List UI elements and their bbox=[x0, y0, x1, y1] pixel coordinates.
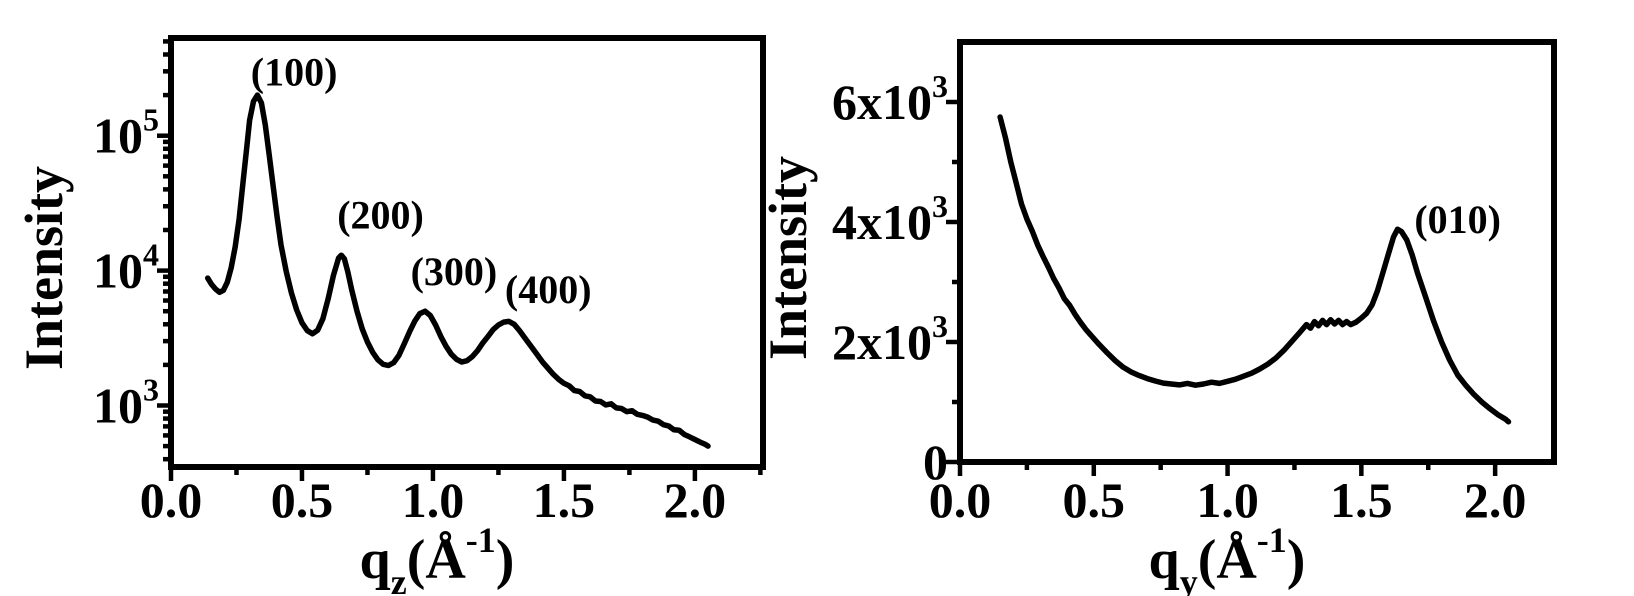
y-tick-label: 4x103 bbox=[832, 188, 948, 250]
y-tick-label: 0 bbox=[923, 434, 948, 490]
plot-frame bbox=[957, 39, 1557, 465]
qy-linecut-panel: 0.0 0.5 1.0 1.5 2.0 0 2x103 4x103 6x103Intensity… bbox=[758, 39, 1557, 596]
peak-annotation: (200) bbox=[337, 193, 424, 238]
x-tick-label: 1.0 bbox=[402, 472, 465, 528]
y-tick-label: 6x103 bbox=[832, 68, 948, 130]
x-tick-label: 2.0 bbox=[1464, 472, 1527, 528]
y-tick-label: 104 bbox=[93, 237, 159, 299]
y-tick-label: 105 bbox=[93, 102, 159, 164]
peak-annotation: (300) bbox=[411, 249, 498, 294]
x-tick-label: 0.5 bbox=[1063, 472, 1126, 528]
x-tick-label: 0.5 bbox=[271, 472, 334, 528]
x-tick-label: 2.0 bbox=[664, 472, 727, 528]
x-tick-label: 1.5 bbox=[1330, 472, 1393, 528]
peak-annotation: (400) bbox=[505, 267, 592, 312]
intensity-curve bbox=[204, 92, 711, 449]
x-tick-label: 1.0 bbox=[1196, 472, 1259, 528]
plot-frame bbox=[168, 35, 766, 470]
y-tick-label: 2x103 bbox=[832, 308, 948, 370]
y-tick-label: 103 bbox=[93, 371, 159, 433]
y-axis-title: Intensity bbox=[14, 166, 74, 370]
intensity-curve bbox=[997, 114, 1512, 425]
x-tick-label: 0.0 bbox=[929, 472, 992, 528]
x-axis-title: qy(Å-1) bbox=[1149, 520, 1306, 596]
peak-annotation: (010) bbox=[1414, 197, 1501, 242]
x-axis-title: qz(Å-1) bbox=[360, 520, 515, 596]
x-tick-label: 0.0 bbox=[140, 472, 203, 528]
y-axis-title: Intensity bbox=[758, 156, 818, 360]
x-tick-label: 1.5 bbox=[533, 472, 596, 528]
qz-linecut-panel: 0.0 0.5 1.0 1.5 2.0 103 104 105 Intensity qz(Å-1)… bbox=[14, 35, 766, 596]
peak-annotation: (100) bbox=[251, 49, 338, 94]
